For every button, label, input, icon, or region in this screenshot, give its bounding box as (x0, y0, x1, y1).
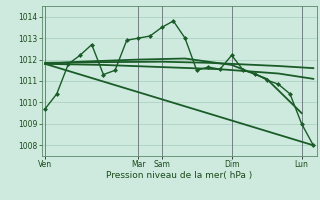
X-axis label: Pression niveau de la mer( hPa ): Pression niveau de la mer( hPa ) (106, 171, 252, 180)
